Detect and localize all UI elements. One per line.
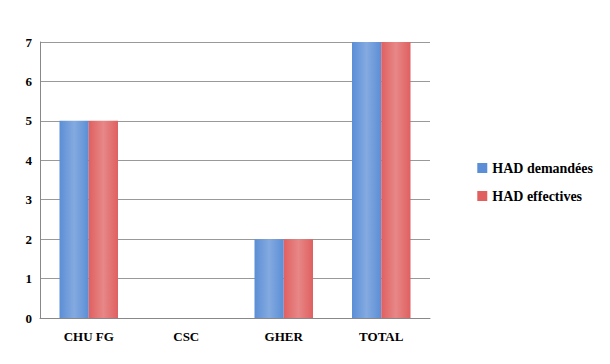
svg-text:3: 3 (26, 192, 33, 207)
svg-text:6: 6 (26, 74, 33, 89)
svg-text:CSC: CSC (173, 329, 199, 344)
svg-text:TOTAL: TOTAL (359, 329, 404, 344)
svg-text:2: 2 (26, 232, 33, 247)
svg-text:0: 0 (26, 311, 33, 326)
svg-text:GHER: GHER (265, 329, 304, 344)
svg-text:4: 4 (26, 153, 33, 168)
svg-text:7: 7 (26, 35, 33, 50)
svg-text:1: 1 (26, 271, 33, 286)
svg-text:HAD demandées: HAD demandées (492, 161, 593, 176)
svg-text:HAD effectives: HAD effectives (492, 189, 582, 204)
svg-text:5: 5 (26, 113, 33, 128)
svg-text:CHU FG: CHU FG (64, 329, 114, 344)
